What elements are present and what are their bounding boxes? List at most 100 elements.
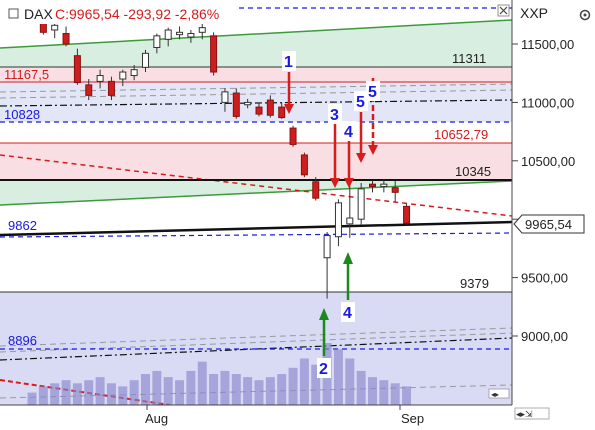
candle-body-down [62,32,70,45]
candle-body-down [73,55,81,84]
arrow-4b-head [343,252,353,264]
arrow-1-head [284,104,294,114]
time-axis[interactable] [0,405,512,430]
svg-text:◂▸: ◂▸ [491,390,499,399]
volume-bar [38,386,48,405]
candle-body-up [244,101,252,106]
close-chart-button[interactable] [497,4,510,17]
last-price-marker: 9965,54 [513,214,585,234]
level-11167-label: 11167,5 [4,67,49,82]
volume-bar [265,377,275,405]
candle [176,26,184,40]
candle-body-up [323,235,331,259]
candle [391,180,399,202]
level-11311-label: 11311 [452,51,486,66]
candle [403,204,411,226]
candle [107,76,115,101]
candle-body-up [153,35,161,49]
volume-bar [368,377,377,405]
arrow-5b-head [368,145,378,155]
volume-bar [95,377,105,405]
candle [357,182,365,226]
candle [164,27,172,47]
candle-body-up [221,91,229,103]
candle [323,232,331,299]
candle [346,185,354,238]
candle-body-down [369,183,376,187]
volume-bar [175,380,185,405]
candle [119,69,127,87]
annotation-4b: 4 [343,305,352,322]
svg-text:◂▸⇲: ◂▸⇲ [516,409,533,419]
volume-bar [163,377,173,405]
candle-body-up [130,69,138,77]
volume-bar [61,380,71,405]
volume-bar [106,383,116,405]
volume-bar [220,370,230,405]
volume-bar [277,374,287,405]
upper-channel-line [0,19,513,49]
price-tick-label: 9000,00 [521,329,568,344]
mini-controls[interactable]: ◂▸ [488,388,510,399]
candle-body-up [198,27,206,33]
annotation-5b: 5 [368,84,377,101]
annotation-3: 3 [330,107,339,124]
annotation-5a-bg [354,91,368,111]
arrow-4a-head [344,178,354,188]
annotation-4a: 4 [344,124,353,141]
volume-bar [243,377,253,405]
volume-bar [141,374,150,405]
annotation-2-bg [317,358,331,378]
candle-body-up [119,71,127,80]
candle [334,199,342,247]
volume-bar [299,358,309,405]
price-tick-label: 11500,00 [521,37,574,52]
annotation-3-bg [328,104,342,124]
last-price-label: 9965,54 [525,217,572,232]
volume-bar [27,392,37,405]
volume-bar [254,380,264,405]
volume-bar [72,383,82,405]
candle [289,125,297,147]
candle [96,69,104,89]
volume-bar [311,364,321,405]
candle-body-up [357,188,365,220]
settings-icon[interactable] [579,9,591,21]
quote-label: C:9965,54 -293,92 -2,86% [55,6,219,22]
level-9379-label: 9379 [460,276,489,291]
price-axis[interactable] [512,0,595,405]
candle [221,88,229,112]
candle [85,79,93,101]
volume-bar [152,370,162,405]
candle [255,102,263,117]
level-9862-label: 9862 [8,218,37,233]
candle-body-down [300,154,308,176]
volume-bar [288,367,298,405]
chart-menu-icon[interactable] [8,8,19,19]
candle-body-up [187,32,195,38]
volume-bar [129,380,139,405]
volume-bar [209,374,219,405]
header-bg [0,2,238,24]
candle [130,65,138,81]
volume-bar [84,380,94,405]
candle-body-down [312,181,320,199]
volume-bar [379,380,389,405]
candle [187,29,195,43]
candle-body-up [334,202,342,238]
zoom-controls[interactable]: ◂▸⇲ [514,407,550,420]
top-right-label: XXP [520,5,548,21]
price-tick-label: 9500,00 [521,271,568,286]
annotation-1: 1 [284,54,293,71]
candle-body-down [278,106,286,119]
level-9862-line [0,220,513,237]
volume-bar [333,349,343,405]
level-10652-label: 10652,79 [434,127,488,142]
candle [278,102,286,119]
candle-body-up [51,24,59,31]
volume-bar [356,370,366,405]
arrow-5a-head [356,153,366,163]
price-tick-label: 10500,00 [521,154,575,169]
volume-bar [402,386,412,405]
